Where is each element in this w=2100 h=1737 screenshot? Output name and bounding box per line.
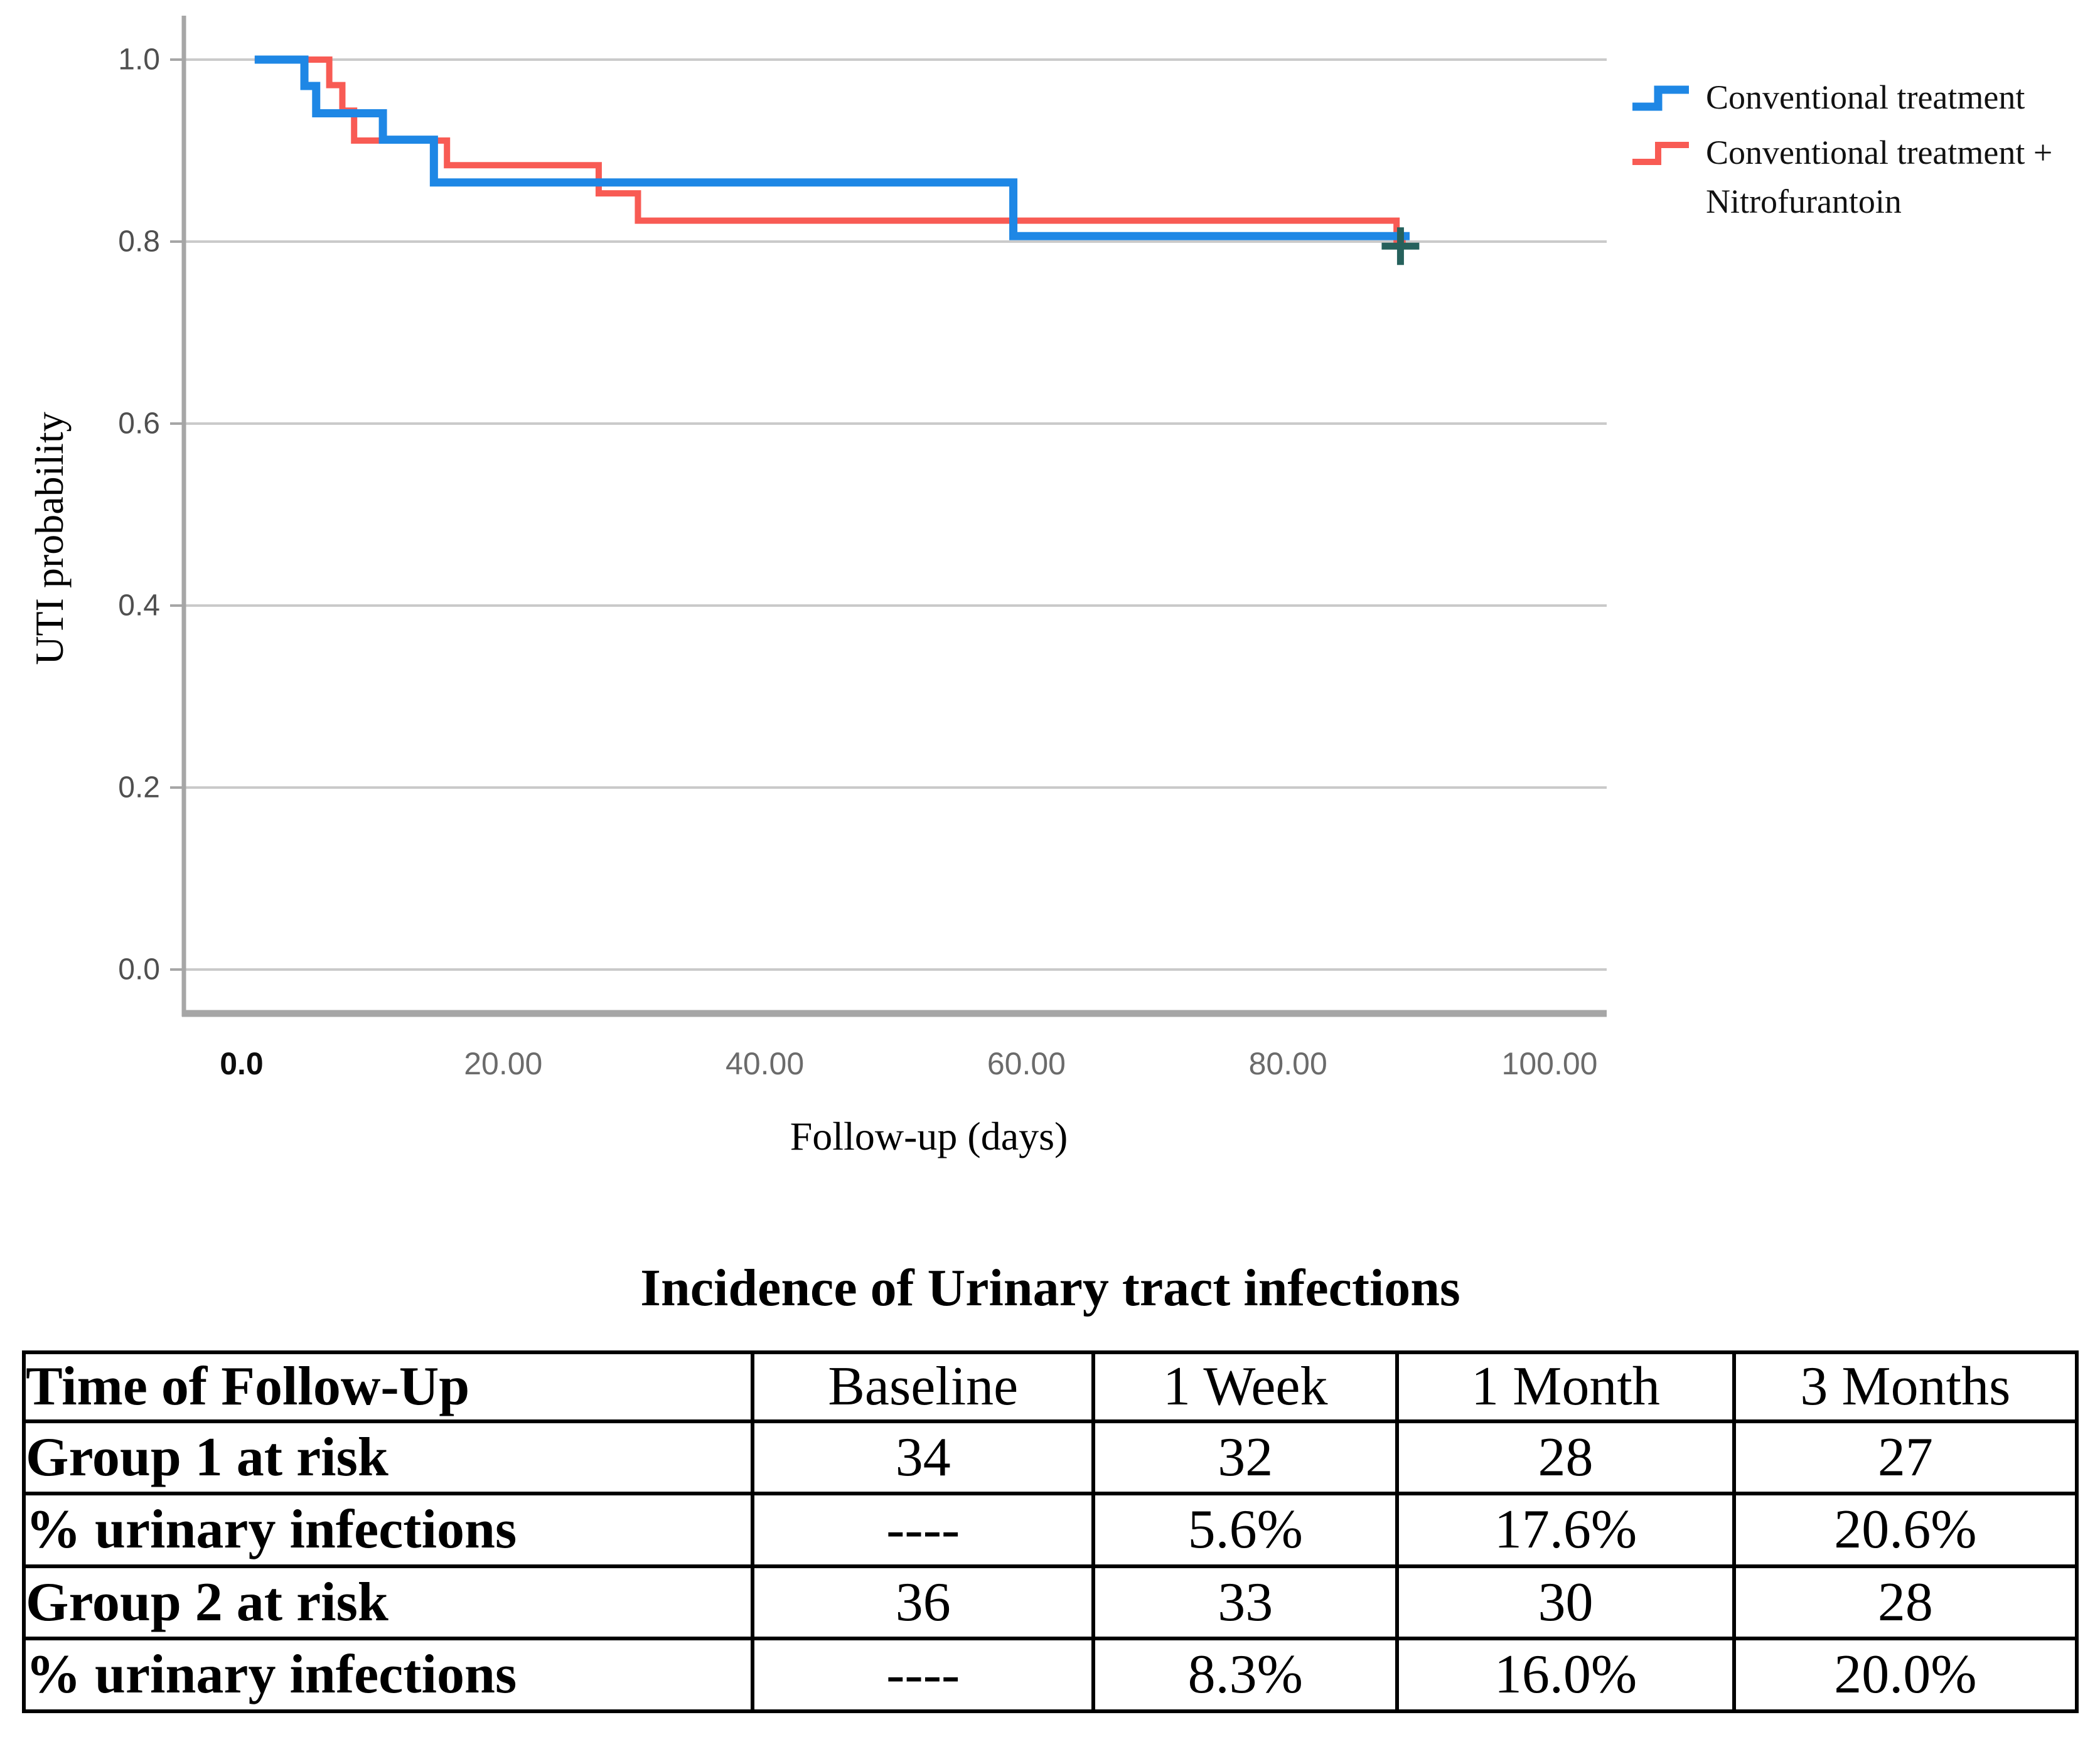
series-path-conventional-treatment <box>254 55 1410 240</box>
col-header-time-of-follow-up: Time of Follow-Up <box>21 1350 755 1423</box>
y-tick-label: 0.2 <box>118 771 160 804</box>
blue-step-line-icon <box>1632 85 1689 111</box>
cell-value: 27 <box>1732 1419 2079 1496</box>
chart-legend: Conventional treatment Conventional trea… <box>1629 73 2096 232</box>
cell-value: ---- <box>751 1492 1096 1568</box>
cell-value: 30 <box>1395 1564 1736 1641</box>
col-header-1-week: 1 Week <box>1091 1350 1400 1423</box>
col-header-3-months: 3 Months <box>1732 1350 2079 1423</box>
cell-value: 20.0% <box>1732 1637 2079 1713</box>
cell-value: 33 <box>1091 1564 1400 1641</box>
x-tick-label: 80.00 <box>1249 1046 1327 1081</box>
cell-value: 28 <box>1732 1564 2079 1641</box>
km-survival-chart: 1.0 0.8 0.6 0.4 0.2 0.0 0.0 20.00 40.00 60.00 80.0… <box>27 16 1607 1158</box>
legend-label-conventional: Conventional treatment <box>1706 78 2025 116</box>
legend-item-nitrofurantoin: Conventional treatment + Nitrofurantoin <box>1629 128 2096 226</box>
y-tick-label: 0.4 <box>118 589 160 623</box>
cell-value: 36 <box>751 1564 1096 1641</box>
incidence-table: Time of Follow-Up Baseline 1 Week 1 Mont… <box>21 1350 2079 1713</box>
table-row-group2-infections: % urinary infections ---- 8.3% 16.0% 20.… <box>21 1637 2079 1713</box>
table-row-group1-at-risk: Group 1 at risk 34 32 28 27 <box>21 1419 2079 1496</box>
table-header-row: Time of Follow-Up Baseline 1 Week 1 Mont… <box>21 1350 2079 1423</box>
legend-item-conventional: Conventional treatment <box>1629 73 2096 122</box>
row-label: Group 2 at risk <box>21 1564 755 1641</box>
row-label: % urinary infections <box>21 1492 755 1568</box>
x-tick-label: 40.00 <box>726 1046 804 1081</box>
x-tick-label: 0.0 <box>220 1046 264 1081</box>
y-tick-label: 0.6 <box>118 407 160 441</box>
cell-value: 16.0% <box>1395 1637 1736 1713</box>
cell-value: 32 <box>1091 1419 1400 1496</box>
x-tick-label: 60.00 <box>987 1046 1066 1081</box>
red-step-line-icon <box>1632 142 1689 165</box>
y-axis-label: UTI probability <box>27 412 72 665</box>
y-tick-label: 1.0 <box>118 43 160 77</box>
cell-value: 8.3% <box>1091 1637 1400 1713</box>
chart-plot-area: 1.0 0.8 0.6 0.4 0.2 0.0 0.0 20.00 40.00 60.00 80.0… <box>118 16 1607 1081</box>
cell-value: 34 <box>751 1419 1096 1496</box>
cell-value: ---- <box>751 1637 1096 1713</box>
y-tick-label: 0.0 <box>118 953 160 986</box>
x-tick-label: 20.00 <box>464 1046 542 1081</box>
table-title: Incidence of Urinary tract infections <box>640 1259 1460 1317</box>
col-header-1-month: 1 Month <box>1395 1350 1736 1423</box>
table-row-group1-infections: % urinary infections ---- 5.6% 17.6% 20.… <box>21 1492 2079 1568</box>
x-axis-label: Follow-up (days) <box>790 1114 1068 1158</box>
blue-step-path <box>1632 85 1689 111</box>
row-label: Group 1 at risk <box>21 1419 755 1496</box>
col-header-baseline: Baseline <box>751 1350 1096 1423</box>
x-tick-label: 100.00 <box>1502 1046 1598 1081</box>
cell-value: 20.6% <box>1732 1492 2079 1568</box>
cell-value: 5.6% <box>1091 1492 1400 1568</box>
table-row-group2-at-risk: Group 2 at risk 36 33 30 28 <box>21 1564 2079 1641</box>
legend-label-nitrofurantoin: Conventional treatment + Nitrofurantoin <box>1706 134 2053 220</box>
y-tick-label: 0.8 <box>118 225 160 259</box>
row-label: % urinary infections <box>21 1637 755 1713</box>
cell-value: 17.6% <box>1395 1492 1736 1568</box>
series-path-conventional-treatment-nitrofurantoin <box>254 56 1406 245</box>
red-step-path <box>1632 142 1689 165</box>
cell-value: 28 <box>1395 1419 1736 1496</box>
